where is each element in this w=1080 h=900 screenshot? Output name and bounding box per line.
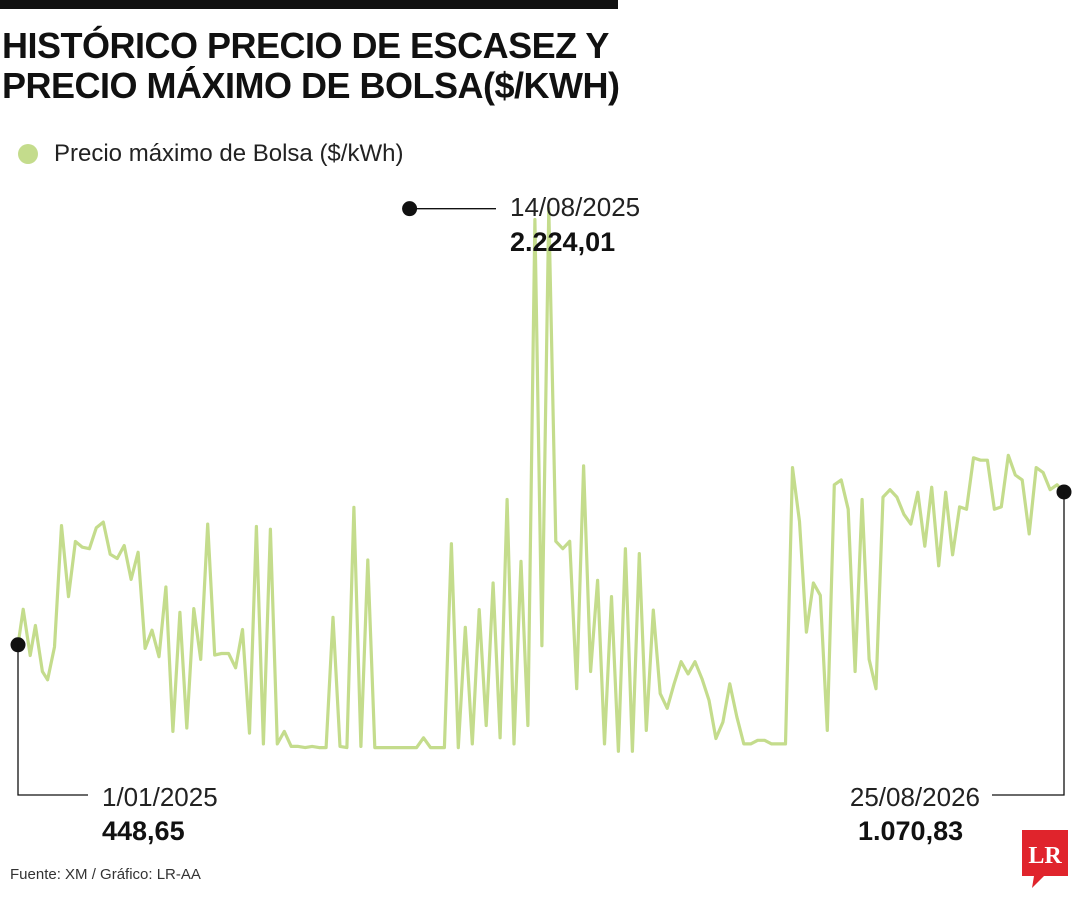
legend-swatch	[18, 144, 38, 164]
annotation-date-0: 1/01/2025	[102, 782, 218, 812]
annotation-layer: 1/01/2025 448,65 14/08/2025 2.224,01 25/08/2…	[10, 192, 1072, 846]
top-rule	[0, 0, 618, 9]
source-note: Fuente: XM / Gráfico: LR-AA	[10, 866, 201, 883]
title-line-1: HISTÓRICO PRECIO DE ESCASEZ Y	[2, 25, 609, 66]
annotation-value-0: 448,65	[102, 816, 185, 846]
legend: Precio máximo de Bolsa ($/kWh)	[18, 140, 403, 168]
logo-shape	[1022, 830, 1068, 888]
annotation-leader-2	[992, 491, 1065, 796]
annotation-value-1: 2.224,01	[510, 227, 615, 257]
series-line-0	[16, 207, 1066, 753]
chart-title: HISTÓRICO PRECIO DE ESCASEZ Y PRECIO MÁX…	[2, 26, 662, 106]
annotation-leader-0	[17, 644, 88, 796]
annotation-date-2: 25/08/2026	[850, 782, 980, 812]
logo-text: LR	[1028, 843, 1062, 869]
lr-logo: LR	[1022, 830, 1068, 888]
series-layer	[16, 207, 1066, 753]
legend-label: Precio máximo de Bolsa ($/kWh)	[54, 140, 404, 167]
annotation-value-2: 1.070,83	[858, 816, 963, 846]
title-line-2: PRECIO MÁXIMO DE BOLSA($/KWH)	[2, 65, 620, 106]
annotation-date-1: 14/08/2025	[510, 192, 640, 222]
